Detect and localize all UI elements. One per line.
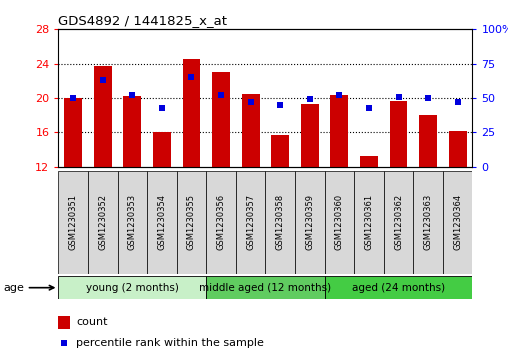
Point [217,92,225,98]
Text: GSM1230362: GSM1230362 [394,194,403,250]
Point [158,105,166,111]
Point [60,340,68,346]
Bar [212,72,230,167]
Text: GSM1230352: GSM1230352 [98,194,107,250]
Text: GSM1230361: GSM1230361 [364,194,373,250]
Point [187,74,196,80]
Text: young (2 months): young (2 months) [86,283,179,293]
Bar [390,101,407,167]
Bar [301,104,319,167]
Bar [360,156,378,167]
Bar [147,171,177,274]
Text: GSM1230354: GSM1230354 [157,194,167,250]
Point [69,95,77,101]
Text: GSM1230357: GSM1230357 [246,194,255,250]
Point [394,94,402,99]
Point [365,105,373,111]
Bar [354,171,384,274]
Bar [265,171,295,274]
Bar [242,94,260,167]
Bar [206,171,236,274]
Point [246,99,255,105]
Bar [325,276,472,299]
Bar [58,171,88,274]
Text: percentile rank within the sample: percentile rank within the sample [76,338,264,348]
Text: GSM1230363: GSM1230363 [424,194,433,250]
Bar [88,171,117,274]
Bar [182,59,200,167]
Point [335,92,343,98]
Bar [94,66,112,167]
Bar [449,131,466,167]
Text: GSM1230364: GSM1230364 [453,194,462,250]
Text: GSM1230359: GSM1230359 [305,194,314,250]
Point [129,92,137,98]
Bar [295,171,325,274]
Bar [271,135,289,167]
Text: GSM1230353: GSM1230353 [128,194,137,250]
Bar [58,276,206,299]
Point [99,77,107,83]
Text: age: age [3,283,54,293]
Bar [65,98,82,167]
Point [276,102,284,108]
Text: GSM1230358: GSM1230358 [276,194,284,250]
Bar [153,132,171,167]
Point [424,95,432,101]
Bar [443,171,472,274]
Text: GSM1230356: GSM1230356 [216,194,226,250]
Bar [384,171,414,274]
Text: aged (24 months): aged (24 months) [352,283,445,293]
Bar [236,171,265,274]
Bar [177,171,206,274]
Point [454,99,462,105]
Bar [117,171,147,274]
Point [306,97,314,102]
Text: GSM1230355: GSM1230355 [187,194,196,250]
Text: GSM1230360: GSM1230360 [335,194,344,250]
Text: count: count [76,317,108,327]
Bar [325,171,354,274]
Text: middle aged (12 months): middle aged (12 months) [199,283,332,293]
Bar [58,315,70,329]
Bar [331,95,348,167]
Bar [414,171,443,274]
Bar [419,115,437,167]
Bar [123,96,141,167]
Text: GDS4892 / 1441825_x_at: GDS4892 / 1441825_x_at [58,14,228,27]
Bar [206,276,325,299]
Text: GSM1230351: GSM1230351 [69,194,78,250]
